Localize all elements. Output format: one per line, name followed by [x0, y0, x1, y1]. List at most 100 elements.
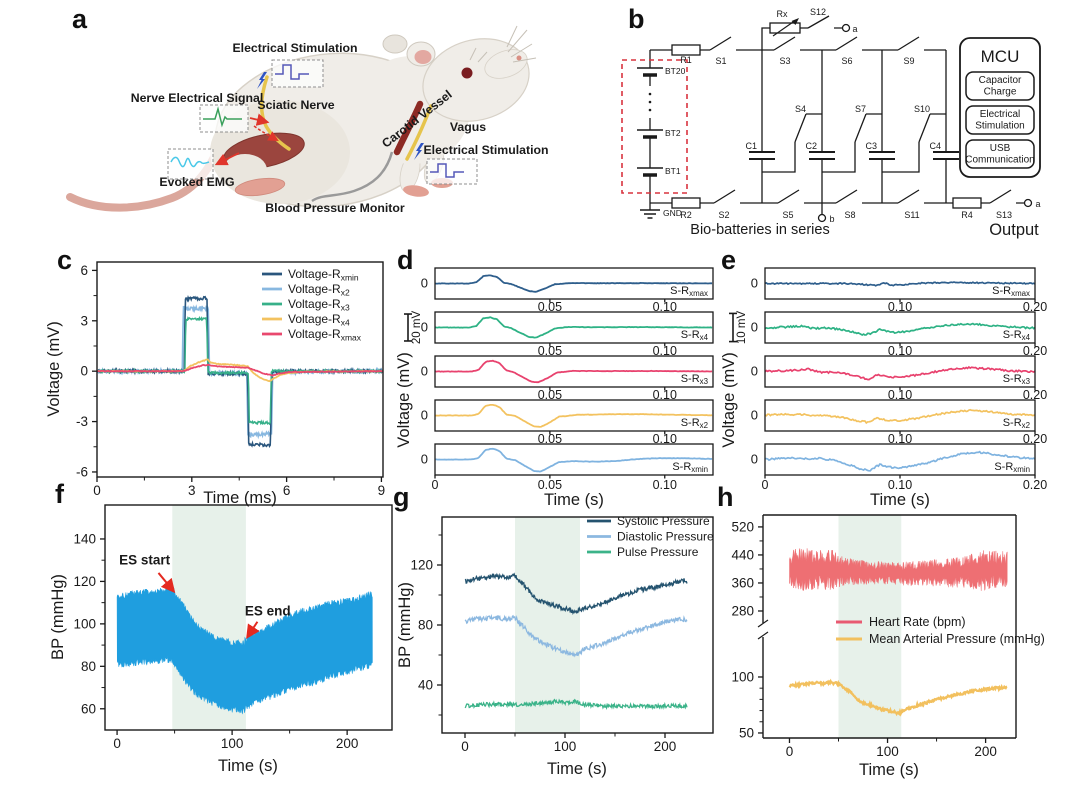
svg-text:60: 60	[81, 701, 96, 716]
svg-text:0: 0	[751, 452, 758, 467]
svg-text:ES end: ES end	[245, 603, 291, 618]
svg-text:3: 3	[80, 313, 88, 328]
svg-text:0.10: 0.10	[653, 432, 677, 446]
svg-text:Time (s): Time (s)	[870, 491, 930, 509]
label-terminal-a-top: a	[852, 24, 857, 34]
label-r1: R1	[680, 55, 692, 65]
chart-f: 0 100 200 60 80 100 120 140 Time (s) BP (mmHg) ES …	[49, 504, 393, 775]
svg-text:S-Rx3: S-Rx3	[681, 373, 709, 386]
svg-text:0.10: 0.10	[888, 432, 912, 446]
series-Systolic Pressure	[464, 572, 688, 616]
svg-text:0.10: 0.10	[653, 388, 677, 402]
svg-text:120: 120	[410, 558, 433, 573]
svg-text:280: 280	[731, 603, 754, 618]
rat-whiskers	[469, 25, 537, 63]
svg-text:0.05: 0.05	[538, 388, 562, 402]
svg-text:0: 0	[80, 364, 88, 379]
svg-text:S-Rx2: S-Rx2	[1003, 417, 1030, 430]
rat-hind-leg	[223, 154, 267, 186]
label-gnd: GND	[663, 208, 682, 218]
svg-text:S-Rx2: S-Rx2	[681, 417, 708, 430]
svg-text:S-Rx4: S-Rx4	[681, 329, 709, 342]
label-blood-pressure-monitor: Blood Pressure Monitor	[265, 201, 405, 215]
label-electrical-stimulation-right: Electrical Stimulation	[423, 143, 548, 157]
svg-text:0.10: 0.10	[888, 300, 912, 314]
label-s1: S1	[715, 56, 726, 66]
mcu-title: MCU	[981, 47, 1020, 66]
label-evoked-emg: Evoked EMG	[159, 175, 234, 189]
label-s7: S7	[855, 104, 866, 114]
series-undefined	[434, 359, 713, 384]
svg-text:-6: -6	[76, 464, 88, 479]
label-bt1: BT1	[665, 166, 681, 176]
stimulus-bolts	[257, 72, 424, 160]
svg-text:Systolic Pressure: Systolic Pressure	[617, 514, 710, 528]
label-terminal-b: b	[829, 214, 834, 224]
series-undefined	[434, 274, 713, 293]
rat-ear-inner	[414, 50, 432, 64]
svg-text:200: 200	[974, 744, 997, 759]
svg-text:Heart Rate (bpm): Heart Rate (bpm)	[869, 615, 966, 629]
bp-monitor-cable	[311, 151, 394, 203]
svg-text:100: 100	[73, 616, 96, 631]
svg-text:100: 100	[554, 739, 577, 754]
svg-text:50: 50	[739, 725, 754, 740]
svg-text:0: 0	[751, 408, 758, 423]
panel-letter-g: g	[393, 482, 410, 512]
label-r2: R2	[680, 210, 692, 220]
svg-text:3: 3	[188, 483, 196, 498]
label-rx: Rx	[777, 9, 788, 19]
label-r4: R4	[961, 210, 973, 220]
svg-text:100: 100	[876, 744, 899, 759]
panel-letter-e: e	[721, 245, 737, 275]
svg-text:0.20: 0.20	[1023, 344, 1047, 358]
red-arrows	[214, 113, 279, 166]
svg-text:0.10: 0.10	[888, 478, 912, 492]
label-sciatic-nerve: Sciatic Nerve	[257, 98, 334, 112]
chart-h: 280 360 440 520 50 100 0 100 200 Time (s) Heart Ra…	[731, 514, 1045, 779]
mcu-block: MCU Capacitor Charge Electrical Stimulatio…	[959, 37, 1041, 178]
rat-hind-foot	[234, 177, 286, 197]
svg-text:BP (mmHg): BP (mmHg)	[49, 574, 67, 660]
svg-text:9: 9	[378, 483, 386, 498]
svg-text:0.05: 0.05	[538, 432, 562, 446]
svg-text:0: 0	[461, 739, 469, 754]
svg-text:Voltage (mV): Voltage (mV)	[45, 321, 63, 416]
series-undefined	[764, 281, 1036, 287]
label-s11: S11	[904, 210, 919, 220]
svg-text:S-Rxmax: S-Rxmax	[992, 285, 1030, 298]
inset-waveforms	[167, 59, 478, 185]
svg-text:S-Rx4: S-Rx4	[1003, 329, 1031, 342]
mcu-fn-capacitor-charge: Capacitor Charge	[979, 75, 1022, 98]
label-c3: C3	[865, 141, 877, 151]
svg-text:Time (s): Time (s)	[547, 760, 607, 778]
svg-text:80: 80	[81, 659, 96, 674]
svg-text:0.10: 0.10	[888, 344, 912, 358]
label-s4: S4	[795, 104, 806, 114]
vagus-nerve-line	[405, 104, 433, 161]
svg-text:0: 0	[421, 320, 428, 335]
svg-text:0: 0	[113, 736, 121, 751]
svg-text:0.10: 0.10	[653, 300, 677, 314]
svg-text:Pulse Pressure: Pulse Pressure	[617, 545, 699, 559]
series-undefined	[434, 404, 713, 428]
rat-snout	[484, 49, 528, 79]
output-label: Output	[989, 221, 1039, 239]
svg-text:10 mV: 10 mV	[736, 311, 748, 345]
chart-c: 0 3 6 9 -6 -3 0 3 6 Time (ms) Voltage (mV) Voltage-…	[45, 261, 386, 507]
svg-text:0: 0	[751, 320, 758, 335]
label-bt20: BT20	[665, 66, 686, 76]
svg-text:100: 100	[731, 669, 754, 684]
chart-g: 0 100 200 40 80 120 Time (s) BP (mmHg) Systolic …	[396, 514, 714, 778]
panel-letter-b: b	[628, 4, 645, 34]
series-Heart Rate (bpm)	[789, 548, 1008, 592]
svg-text:140: 140	[73, 531, 96, 546]
svg-text:0.20: 0.20	[1023, 478, 1047, 492]
label-s10: S10	[914, 104, 930, 114]
svg-text:S-Rxmax: S-Rxmax	[670, 285, 708, 298]
rat-ear-back	[382, 34, 408, 54]
svg-text:Voltage (mV): Voltage (mV)	[395, 352, 413, 447]
series-Diastolic Pressure	[464, 613, 688, 658]
svg-text:40: 40	[418, 678, 433, 693]
series-undefined	[434, 316, 713, 339]
